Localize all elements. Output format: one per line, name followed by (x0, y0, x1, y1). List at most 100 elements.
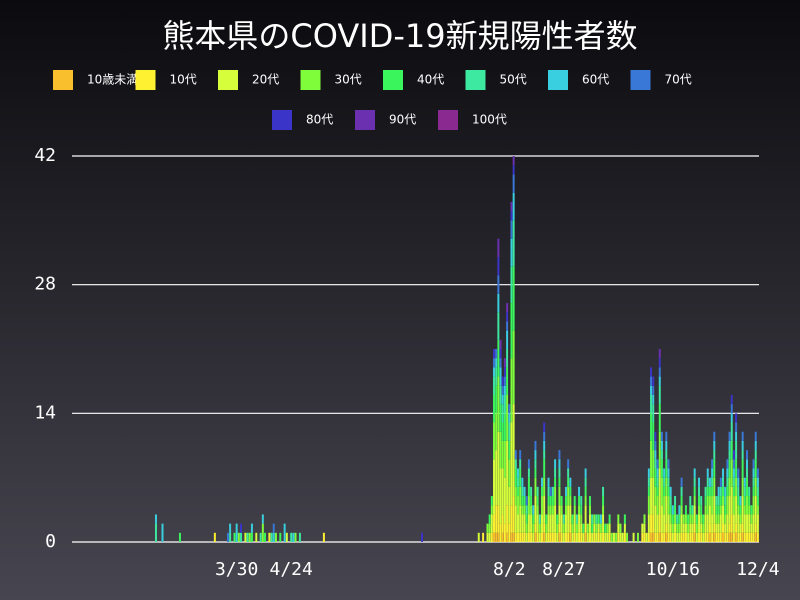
bar-segment (737, 496, 740, 506)
bar-segment (719, 514, 722, 533)
bar-segment (517, 486, 519, 497)
bar-segment (621, 532, 624, 542)
bar-segment (704, 486, 707, 497)
bar-segment (508, 459, 511, 487)
bar-segment (623, 523, 626, 533)
bar-segment (493, 394, 495, 423)
bar-segment (488, 532, 491, 542)
bar-segment (698, 496, 701, 506)
bar-segment (599, 523, 602, 533)
bar-segment (722, 523, 724, 533)
bar-segment (599, 514, 602, 524)
bar-segment (503, 440, 506, 478)
bar-segment (532, 505, 535, 515)
bar-segment (654, 468, 657, 487)
bar-segment (510, 211, 513, 221)
bar-segment (682, 523, 685, 533)
bar-segment (671, 514, 674, 524)
bar-segment (154, 514, 157, 524)
bar-segment (748, 532, 751, 542)
bar-segment (283, 523, 286, 542)
bar-segment (562, 532, 565, 542)
bar-segment (726, 496, 729, 515)
bar-segment (619, 523, 622, 533)
bar-segment (654, 459, 657, 469)
bar-segment (750, 532, 753, 542)
bar-segment (665, 440, 668, 451)
legend-swatch (355, 110, 375, 130)
bar-segment (512, 165, 515, 175)
bar-segment (689, 505, 692, 515)
bar-segment (689, 523, 692, 533)
bar-segment (667, 459, 670, 469)
bar-segment (530, 496, 533, 506)
bar-segment (285, 532, 288, 542)
bar-segment (722, 496, 724, 506)
bar-segment (752, 514, 755, 533)
bar-segment (493, 532, 495, 542)
bar-segment (556, 532, 559, 542)
bar-segment (547, 496, 550, 506)
bar-segment (713, 496, 716, 524)
bar-segment (700, 532, 703, 542)
bar-segment (523, 532, 526, 542)
x-tick-label: 3/30 (215, 559, 258, 580)
bar-segment (508, 440, 511, 460)
bar-segment (704, 496, 707, 506)
bar-segment (706, 468, 709, 478)
bar-segment (495, 385, 498, 414)
bar-segment (741, 532, 744, 542)
bar-segment (667, 514, 670, 533)
legend-label: 60代 (582, 73, 609, 87)
bar-segment (541, 514, 543, 533)
bar-segment (517, 514, 519, 533)
bar-segment (499, 339, 502, 349)
bar-segment (554, 532, 557, 542)
bar-segment (737, 532, 740, 542)
bar-segment (756, 514, 759, 533)
bar-segment (519, 532, 522, 542)
bar-segment (547, 505, 550, 515)
bar-segment (497, 532, 500, 542)
bar-segment (558, 505, 561, 524)
bar-segment (706, 496, 709, 515)
bar-segment (593, 532, 596, 542)
bar-segment (754, 459, 757, 478)
bar-segment (724, 532, 727, 542)
bar-segment (746, 459, 748, 469)
bar-segment (650, 394, 653, 414)
bar-segment (711, 514, 714, 533)
bar-segment (700, 523, 703, 533)
bar-segment (741, 459, 744, 478)
bar-segment (510, 505, 513, 533)
bar-segment (735, 523, 738, 533)
bar-segment (665, 431, 668, 441)
bar-segment (503, 523, 506, 542)
bar-segment (726, 459, 729, 469)
bar-segment (569, 505, 572, 524)
bar-segment (756, 468, 759, 478)
bar-segment (730, 459, 733, 487)
bar-segment (756, 505, 759, 515)
bar-segment (693, 523, 696, 533)
bar-segment (748, 486, 751, 497)
bar-segment (612, 532, 615, 542)
bar-segment (534, 468, 537, 478)
bar-segment (519, 468, 522, 487)
bar-segment (497, 275, 500, 294)
bar-segment (650, 514, 653, 533)
bar-segment (706, 514, 709, 533)
bar-segment (499, 349, 502, 359)
bar-segment (486, 532, 489, 542)
bar-segment (562, 523, 565, 533)
bar-segment (684, 505, 687, 515)
bar-segment (658, 514, 661, 533)
bar-segment (503, 367, 506, 377)
bar-segment (565, 505, 567, 515)
bar-segment (565, 496, 567, 506)
chart-title: 熊本県のCOVID-19新規陽性者数 (162, 17, 637, 55)
bar-segment (752, 496, 755, 515)
legend-label: 30代 (335, 73, 362, 87)
bar-segment (517, 532, 519, 542)
bar-segment (756, 496, 759, 506)
